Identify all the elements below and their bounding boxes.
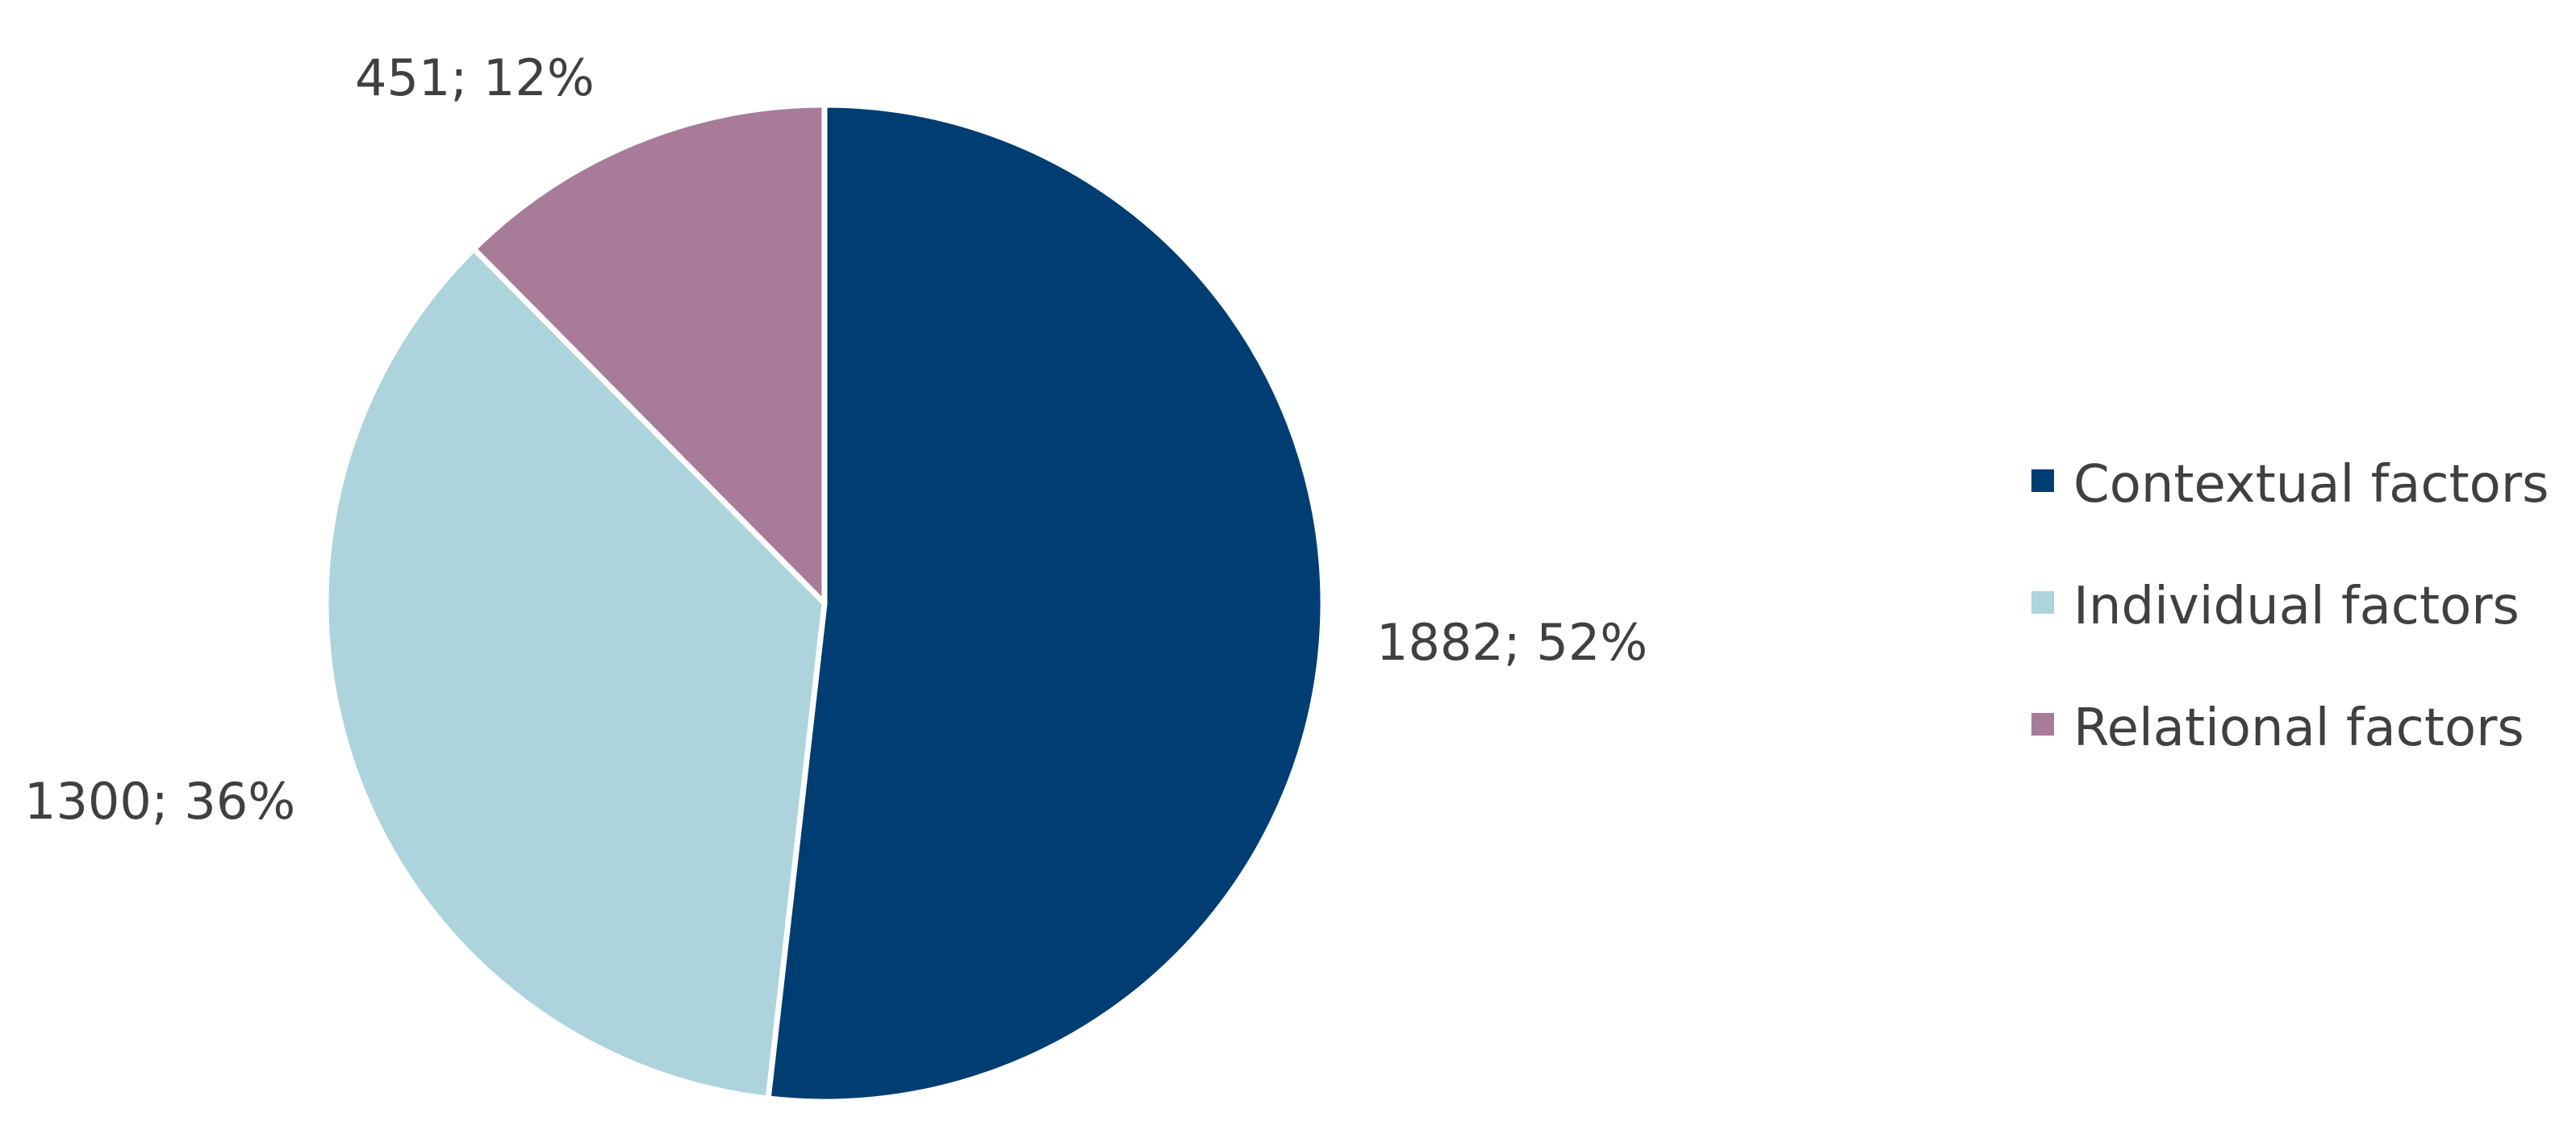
- pie-slice-relational: [470, 102, 828, 607]
- legend-label-contextual: Contextual factors: [2073, 455, 2549, 515]
- slice-label-contextual: 1882; 52%: [1376, 613, 1647, 672]
- legend-swatch-individual: [2031, 591, 2054, 614]
- pie-slice-contextual: [765, 102, 1326, 1105]
- legend-swatch-contextual: [2031, 469, 2054, 492]
- legend-swatch-relational: [2031, 713, 2054, 736]
- slice-label-individual: 1300; 36%: [24, 772, 295, 831]
- slice-label-relational: 451; 12%: [355, 48, 595, 107]
- pie-slice-individual: [323, 246, 828, 1102]
- legend-label-individual: Individual factors: [2073, 577, 2520, 636]
- legend: Contextual factors Individual factors Re…: [2031, 455, 2549, 758]
- legend-label-relational: Relational factors: [2073, 698, 2524, 758]
- pie-slices: [323, 102, 1326, 1105]
